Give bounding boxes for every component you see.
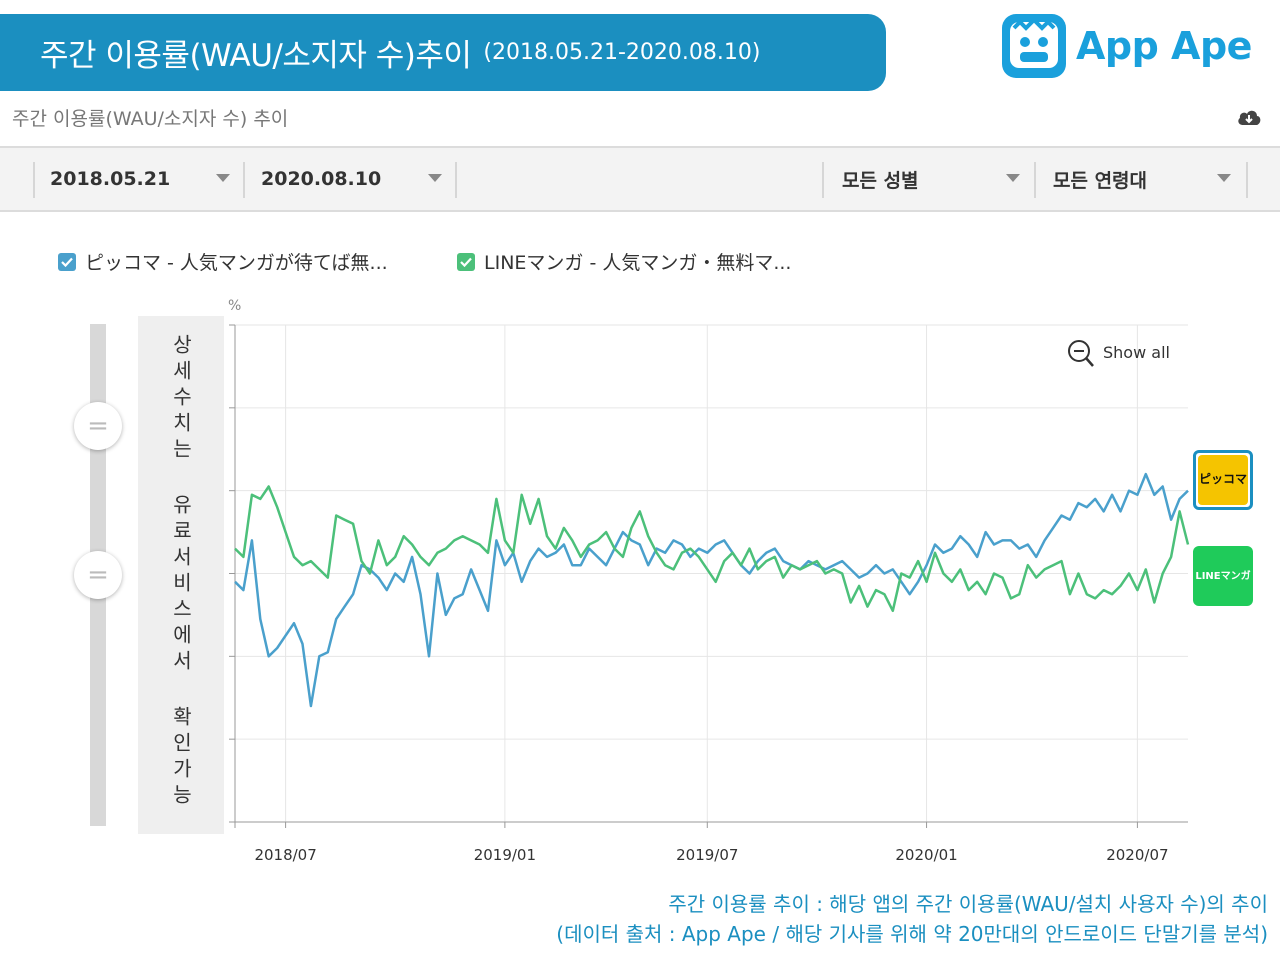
start-date-value: 2018.05.21 (50, 168, 171, 190)
filter-separator (33, 162, 35, 198)
chart-axes (229, 324, 1188, 828)
x-tick-label: 2020/01 (895, 846, 957, 864)
ape-face-icon (1002, 14, 1066, 78)
x-axis-ticks: 2018/07 2019/01 2019/07 2020/01 2020/07 (254, 822, 1169, 864)
legend-label-line-manga: LINEマンガ - 人気マンガ・無料マ... (484, 252, 792, 274)
app-ape-logo: App Ape (1000, 8, 1260, 84)
title-banner: 주간 이용률(WAU/소지자 수)추이 (2018.05.21-2020.08.… (0, 14, 886, 91)
date-range-label: (2018.05.21-2020.08.10) (483, 40, 761, 65)
piccoma-app-icon: ピッコマ (1193, 450, 1253, 510)
chevron-down-icon (1217, 174, 1231, 182)
end-date-dropdown[interactable]: 2020.08.10 (261, 148, 451, 210)
series-line-piccoma (234, 472, 1189, 708)
line-manga-app-icon: LINEマンガ (1193, 546, 1253, 606)
filter-separator (243, 162, 245, 198)
start-date-dropdown[interactable]: 2018.05.21 (50, 148, 240, 210)
chart-series (234, 472, 1190, 708)
chevron-down-icon (216, 174, 230, 182)
logo-text: App Ape (1076, 24, 1252, 68)
show-all-button[interactable]: Show all (1068, 340, 1170, 367)
slider-handle-lower[interactable]: = (74, 551, 122, 599)
x-tick-label: 2019/07 (676, 846, 738, 864)
line-manga-app-icon-label: LINEマンガ (1195, 570, 1251, 582)
download-cloud-icon[interactable] (1236, 106, 1262, 128)
legend-item-line-manga[interactable]: LINEマンガ - 人気マンガ・無料マ... (457, 248, 791, 275)
gender-value: 모든 성별 (842, 169, 919, 192)
chevron-down-icon (1006, 174, 1020, 182)
zoom-out-icon[interactable] (1068, 340, 1090, 362)
chevron-down-icon (428, 174, 442, 182)
filter-separator (822, 162, 824, 198)
footnote-line-1: 주간 이용률 추이 : 해당 앱의 주간 이용률(WAU/설치 사용자 수)의 … (668, 892, 1268, 916)
age-dropdown[interactable]: 모든 연령대 (1053, 148, 1243, 210)
zoom-out-icon-handle (1085, 357, 1094, 367)
series-line-line-manga (234, 485, 1190, 613)
legend-label-piccoma: ピッコマ - 人気マンガが待てば無... (85, 252, 388, 274)
checkbox-icon[interactable] (58, 252, 76, 271)
detail-notice-text: 상세수치는 유료서비스에서 확인가능 (169, 334, 193, 810)
chart-subtitle: 주간 이용률(WAU/소지자 수) 추이 (12, 108, 289, 130)
gender-dropdown[interactable]: 모든 성별 (842, 148, 1032, 210)
show-all-label[interactable]: Show all (1103, 343, 1170, 362)
x-tick-label: 2019/01 (474, 846, 536, 864)
detail-notice-panel: 상세수치는 유료서비스에서 확인가능 (138, 316, 224, 834)
x-tick-label: 2020/07 (1106, 846, 1168, 864)
legend-item-piccoma[interactable]: ピッコマ - 人気マンガが待てば無... (58, 248, 388, 275)
checkbox-icon[interactable] (457, 252, 475, 271)
filter-separator (1246, 162, 1248, 198)
page-title: 주간 이용률(WAU/소지자 수)추이 (40, 38, 472, 74)
age-value: 모든 연령대 (1053, 169, 1148, 192)
slider-handle-upper[interactable]: = (74, 402, 122, 450)
filter-bar: 2018.05.21 2020.08.10 모든 성별 모든 연령대 (0, 146, 1280, 212)
filter-separator (1034, 162, 1036, 198)
x-tick-label: 2018/07 (254, 846, 316, 864)
y-axis-unit-label: % (228, 298, 241, 314)
piccoma-app-icon-label: ピッコマ (1198, 455, 1248, 505)
footnote-line-2: (데이터 출처 : App Ape / 해당 기사를 위해 약 20만대의 안드… (556, 922, 1268, 946)
end-date-value: 2020.08.10 (261, 168, 382, 190)
filter-separator (455, 162, 457, 198)
